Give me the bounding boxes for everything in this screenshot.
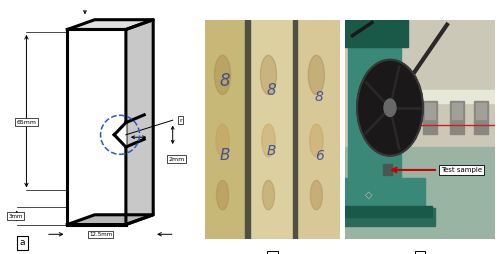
Text: 6: 6 (314, 149, 324, 163)
Text: 8: 8 (266, 83, 276, 98)
Polygon shape (114, 123, 126, 147)
Ellipse shape (260, 55, 276, 94)
Text: 3mm: 3mm (8, 214, 23, 218)
Bar (342, 178, 424, 213)
Bar (423, 101, 436, 134)
Bar (348, 36, 401, 178)
Ellipse shape (262, 124, 275, 157)
Polygon shape (126, 20, 153, 225)
Polygon shape (68, 20, 153, 29)
Bar (452, 103, 462, 119)
Bar (293, 20, 298, 239)
Ellipse shape (262, 180, 274, 210)
Bar (476, 103, 486, 119)
Bar (250, 20, 292, 239)
Ellipse shape (310, 124, 323, 157)
Text: B: B (266, 144, 276, 158)
Ellipse shape (216, 124, 230, 157)
Bar (68, 29, 126, 225)
Ellipse shape (308, 55, 324, 94)
Bar (450, 101, 464, 134)
Ellipse shape (216, 180, 228, 210)
Bar (246, 20, 250, 239)
Circle shape (357, 60, 423, 156)
Bar (298, 20, 340, 239)
Circle shape (384, 99, 396, 116)
Bar (345, 147, 495, 239)
Bar (474, 101, 488, 134)
Bar (382, 165, 392, 176)
Text: 2mm: 2mm (168, 157, 184, 162)
Text: r: r (179, 118, 182, 123)
Text: a: a (20, 238, 26, 247)
Text: 12.5mm: 12.5mm (89, 232, 112, 237)
Text: 65mm: 65mm (16, 120, 36, 125)
Bar (342, 208, 435, 226)
Bar (342, 20, 408, 46)
Bar (342, 206, 432, 217)
Bar (345, 20, 495, 147)
Text: 8: 8 (314, 90, 324, 104)
Ellipse shape (214, 55, 230, 94)
Bar (205, 20, 246, 239)
Polygon shape (68, 215, 153, 225)
Text: ◇: ◇ (365, 190, 373, 200)
Text: 8: 8 (220, 72, 230, 90)
Bar (402, 90, 495, 103)
Bar (424, 103, 435, 119)
Text: B: B (220, 148, 230, 163)
Text: Test sample: Test sample (441, 167, 482, 173)
Ellipse shape (310, 180, 322, 210)
